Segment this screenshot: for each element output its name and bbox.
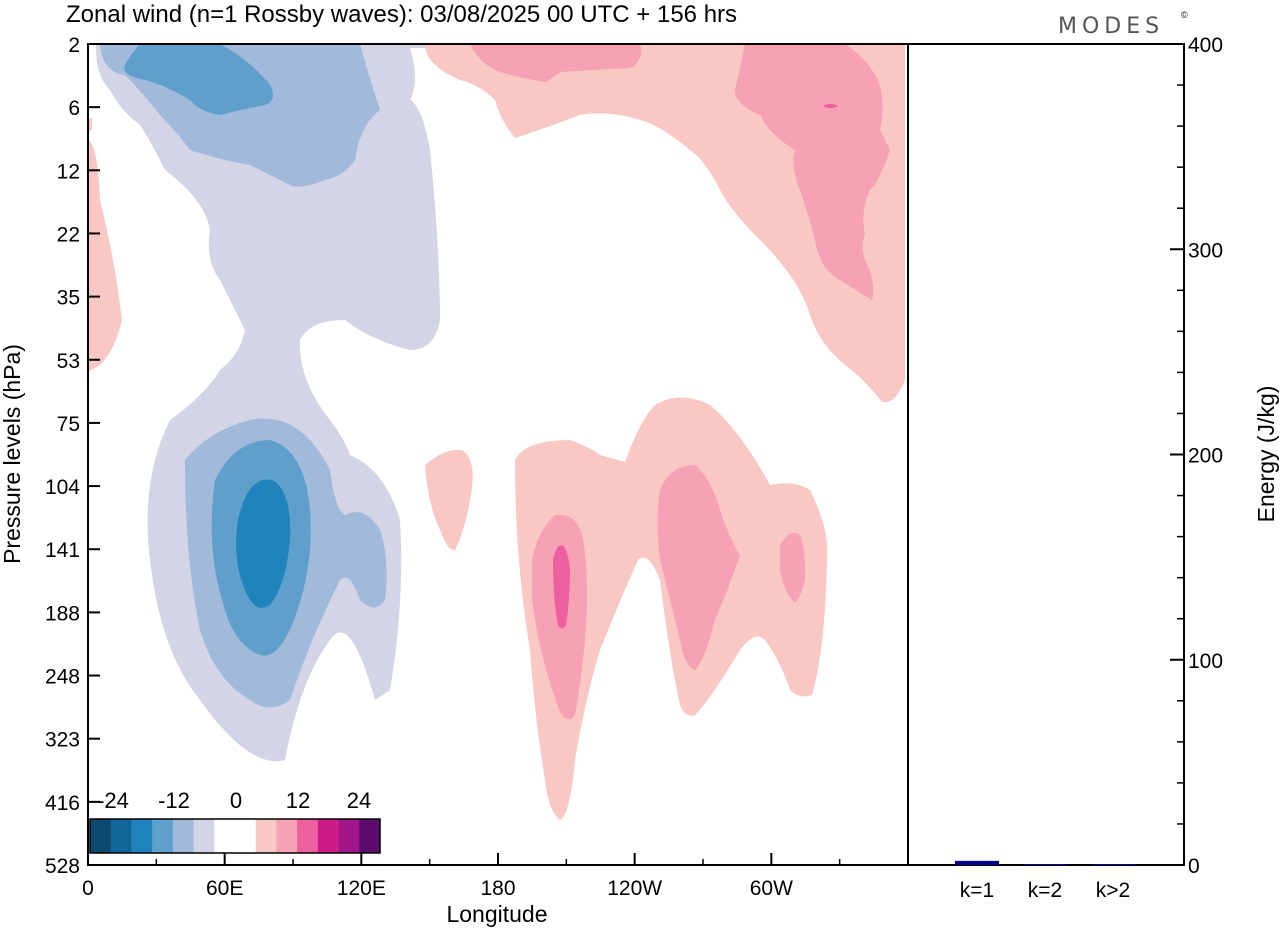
y-tick-label: 104 bbox=[45, 476, 80, 499]
positive-anomaly-level2-lower-mid bbox=[657, 465, 740, 670]
x-tick-label: 60E bbox=[206, 877, 243, 900]
hovmoller-panel: -24 -12 0 12 24 2 6 12 22 35 53 75 104 141 188 248… bbox=[0, 34, 909, 927]
colorbar-label: 24 bbox=[347, 788, 371, 813]
y-axis-pressure: 2 6 12 22 35 53 75 104 141 188 248 323 416 528 bbox=[45, 34, 100, 878]
colorbar-label: -12 bbox=[158, 788, 190, 813]
y-tick-label: 248 bbox=[45, 666, 80, 689]
energy-y-tick-label: 0 bbox=[1188, 855, 1200, 878]
y-tick-label: 75 bbox=[57, 413, 80, 436]
energy-bar bbox=[1023, 864, 1067, 865]
energy-y-tick-label: 300 bbox=[1188, 239, 1223, 262]
x-axis-title: Longitude bbox=[446, 901, 547, 927]
colorbar-swatch bbox=[110, 819, 132, 853]
negative-anomaly-level3-upper bbox=[124, 44, 274, 115]
brand-copyright-mark: © bbox=[1181, 10, 1188, 20]
x-tick-label: 120W bbox=[607, 877, 662, 900]
positive-anomaly-level2-upper-left bbox=[470, 44, 642, 82]
y-axis-title: Pressure levels (hPa) bbox=[0, 344, 25, 564]
energy-category-label: k=2 bbox=[1028, 879, 1062, 902]
y-tick-label: 141 bbox=[45, 539, 80, 562]
y-tick-label: 12 bbox=[57, 160, 80, 183]
colorbar: -24 -12 0 12 24 bbox=[88, 788, 381, 854]
colorbar-swatch bbox=[317, 819, 340, 853]
energy-plot-frame bbox=[907, 43, 1185, 866]
energy-category-label: k>2 bbox=[1096, 879, 1130, 902]
energy-bar bbox=[955, 860, 999, 865]
colorbar-swatch bbox=[338, 819, 360, 853]
colorbar-label: -24 bbox=[97, 788, 129, 813]
x-tick-label: 180 bbox=[480, 877, 515, 900]
energy-y-axis: 0 100 200 300 400 bbox=[1170, 34, 1223, 878]
colorbar-swatch bbox=[172, 819, 195, 853]
colorbar-swatch bbox=[255, 819, 277, 853]
colorbar-swatch bbox=[235, 819, 257, 853]
energy-panel: k=1 k=2 k>2 0 100 200 300 400 Energy (J/kg) bbox=[907, 34, 1279, 902]
colorbar-label: 12 bbox=[286, 788, 310, 813]
y-tick-label: 323 bbox=[45, 729, 80, 752]
colorbar-swatch bbox=[359, 819, 381, 853]
y-tick-label: 416 bbox=[45, 792, 80, 815]
colorbar-swatch bbox=[276, 819, 298, 853]
energy-category-label: k=1 bbox=[960, 879, 994, 902]
contour-field bbox=[88, 44, 905, 820]
brand-logo: MODES bbox=[1058, 14, 1164, 39]
positive-anomaly-level2-lower-right bbox=[780, 532, 806, 602]
colorbar-swatch bbox=[193, 819, 215, 853]
y-tick-label: 22 bbox=[57, 223, 80, 246]
colorbar-swatch bbox=[214, 819, 236, 853]
energy-y-tick-label: 200 bbox=[1188, 445, 1223, 468]
negative-anomaly-level4-lower bbox=[236, 479, 291, 608]
energy-bar bbox=[1091, 864, 1135, 865]
chart-title: Zonal wind (n=1 Rossby waves): 03/08/202… bbox=[66, 1, 737, 28]
y-tick-label: 2 bbox=[68, 34, 80, 57]
positive-anomaly-level2-upper-right bbox=[735, 44, 890, 300]
positive-anomaly-level1-blob-180 bbox=[425, 449, 473, 551]
colorbar-swatch bbox=[152, 819, 174, 853]
energy-y-tick-label: 100 bbox=[1188, 650, 1223, 673]
y-tick-label: 6 bbox=[68, 97, 80, 120]
colorbar-swatch bbox=[297, 819, 319, 853]
energy-bars bbox=[955, 860, 1135, 865]
colorbar-swatch bbox=[131, 819, 153, 853]
x-tick-label: 60W bbox=[750, 877, 793, 900]
energy-y-tick-label: 400 bbox=[1188, 34, 1223, 57]
y-tick-label: 528 bbox=[45, 855, 80, 878]
y-tick-label: 188 bbox=[45, 602, 80, 625]
y-tick-label: 35 bbox=[57, 287, 80, 310]
positive-anomaly-level3-lower bbox=[553, 545, 570, 629]
colorbar-label: 0 bbox=[230, 788, 242, 813]
x-tick-label: 120E bbox=[337, 877, 386, 900]
positive-anomaly-level1-lower bbox=[515, 397, 828, 820]
positive-anomaly-level3-upper-spot bbox=[823, 104, 838, 108]
x-axis-longitude: 0 60E 120E 180 120W 60W bbox=[82, 853, 841, 900]
y-tick-label: 53 bbox=[57, 350, 80, 373]
energy-axis-title: Energy (J/kg) bbox=[1253, 386, 1279, 523]
x-tick-label: 0 bbox=[82, 877, 94, 900]
positive-anomaly-level1-left-edge bbox=[88, 140, 122, 372]
colorbar-frame bbox=[89, 818, 381, 854]
energy-x-axis: k=1 k=2 k>2 bbox=[960, 879, 1130, 902]
colorbar-swatch bbox=[90, 819, 112, 853]
